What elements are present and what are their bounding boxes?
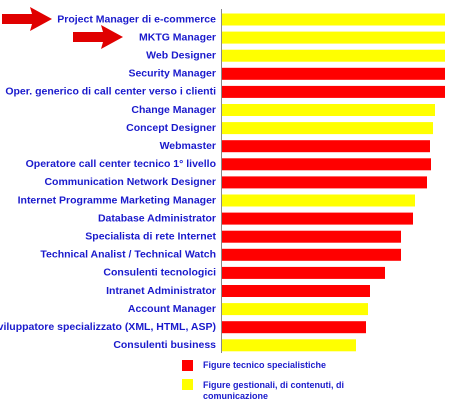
bar xyxy=(222,13,445,26)
bar xyxy=(222,176,427,189)
y-tick-label: Intranet Administrator xyxy=(106,285,216,297)
y-tick-label: Oper. generico di call center verso i cl… xyxy=(5,86,216,98)
legend-swatch xyxy=(182,379,193,390)
bar xyxy=(222,266,385,279)
bar xyxy=(222,104,435,116)
bar xyxy=(222,230,401,243)
y-tick-label: Account Manager xyxy=(128,303,216,315)
bar xyxy=(222,285,370,297)
y-tick-label: Database Administrator xyxy=(98,212,216,224)
y-tick-label: Technical Analist / Technical Watch xyxy=(40,249,216,261)
bar xyxy=(222,212,413,225)
y-tick-label: Change Manager xyxy=(131,104,216,116)
y-tick-label: Concept Designer xyxy=(126,122,216,134)
y-tick-label: Consulenti business xyxy=(113,339,216,351)
y-tick-label: Project Manager di e-commerce xyxy=(57,13,216,25)
legend-label: Figure tecnico specialistiche xyxy=(203,360,327,370)
y-tick-label: Specialista di rete Internet xyxy=(85,230,216,242)
y-tick-label: MKTG Manager xyxy=(139,31,216,43)
legend-swatch xyxy=(182,360,193,371)
bar xyxy=(222,158,431,171)
bar xyxy=(222,321,366,334)
bar xyxy=(222,339,356,352)
y-tick-label: Webmaster xyxy=(160,140,216,152)
bar xyxy=(222,122,433,135)
arrow xyxy=(73,25,123,49)
y-tick-label: Communication Network Designer xyxy=(44,176,216,188)
bar xyxy=(222,303,368,316)
y-tick-label: Consulenti tecnologici xyxy=(103,267,216,279)
legend-label: Figure gestionali, di contenuti, di comu… xyxy=(203,380,345,401)
y-tick-label: Web Designer xyxy=(146,49,216,61)
bar xyxy=(222,49,445,62)
bar xyxy=(222,194,415,207)
y-tick-label: Security Manager xyxy=(128,68,216,80)
bar xyxy=(222,85,445,98)
bar xyxy=(222,67,445,80)
bar xyxy=(222,140,430,153)
bar xyxy=(222,31,445,44)
arrow xyxy=(2,7,52,31)
bar xyxy=(222,248,401,261)
y-tick-label: Sviluppatore specializzato (XML, HTML, A… xyxy=(0,321,216,333)
y-tick-label: Operatore call center tecnico 1° livello xyxy=(26,158,216,170)
y-tick-label: Internet Programme Marketing Manager xyxy=(18,194,216,206)
